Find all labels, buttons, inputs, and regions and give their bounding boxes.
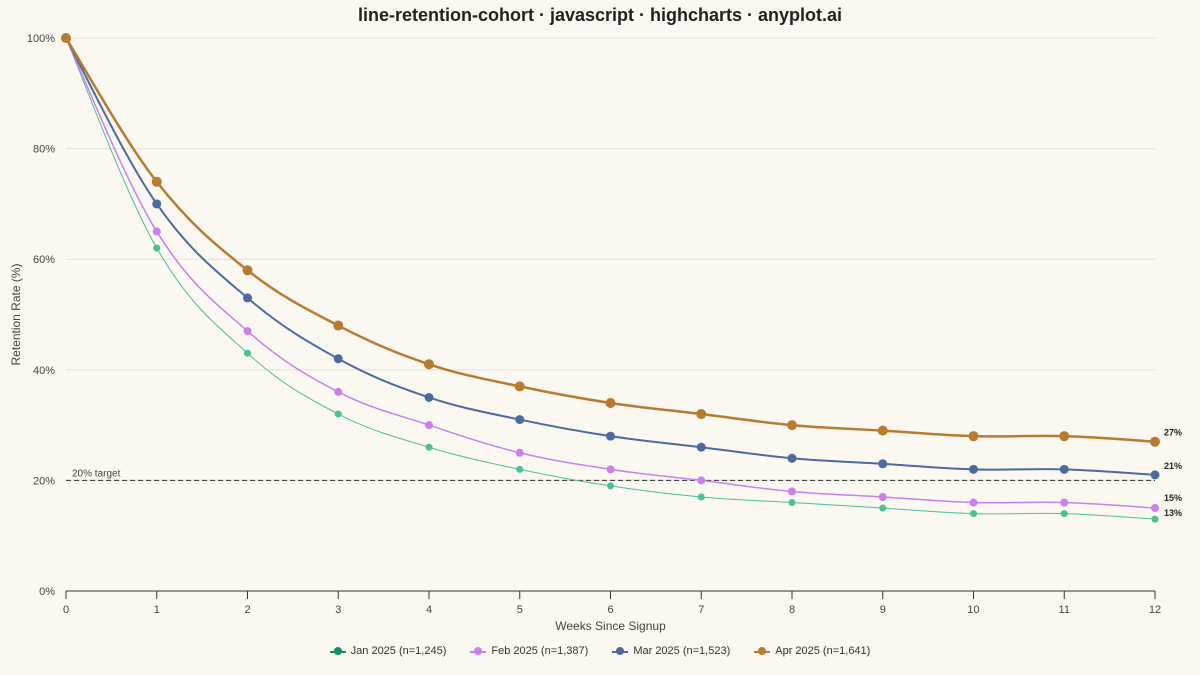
data-point[interactable] [242,265,253,276]
x-tick-label: 8 [789,604,795,616]
data-point[interactable] [424,359,434,370]
data-point[interactable] [787,453,797,463]
data-point[interactable] [879,504,887,512]
legend-item[interactable]: Feb 2025 (n=1,387) [470,645,588,657]
legend-label: Mar 2025 (n=1,523) [633,645,731,657]
data-point[interactable] [1150,436,1160,447]
legend-item[interactable]: Mar 2025 (n=1,523) [612,645,730,657]
series-end-label: 13% [1164,508,1182,518]
data-point[interactable] [333,320,344,331]
series-end-label: 27% [1164,428,1182,438]
x-tick-label: 9 [880,604,886,616]
data-point[interactable] [515,448,524,457]
x-tick-label: 0 [63,604,69,616]
data-point[interactable] [243,327,252,336]
data-point[interactable] [61,33,71,43]
data-point[interactable] [1151,515,1159,523]
data-point[interactable] [697,493,705,501]
data-point[interactable] [697,476,706,485]
data-point[interactable] [1060,510,1068,518]
x-axis-title: Weeks Since Signup [555,619,666,633]
y-tick-label: 80% [33,144,55,156]
data-point[interactable] [1060,498,1069,507]
legend-item[interactable]: Apr 2025 (n=1,641) [754,645,870,657]
data-point[interactable] [878,492,887,501]
data-point[interactable] [515,415,525,425]
x-tick-label: 3 [335,604,341,616]
data-point[interactable] [424,392,434,402]
x-tick-label: 6 [607,604,613,616]
data-point[interactable] [152,199,162,209]
legend-symbol [612,646,629,657]
series-end-label: 15% [1164,493,1182,503]
data-point[interactable] [970,510,977,518]
data-point[interactable] [244,349,251,357]
data-point[interactable] [151,176,162,187]
data-point[interactable] [516,465,524,473]
data-point[interactable] [607,482,614,490]
legend-dot-swatch [474,646,483,655]
x-tick-label: 12 [1149,604,1161,616]
data-point[interactable] [334,410,342,418]
legend-symbol [754,646,771,657]
legend-symbol [329,646,346,657]
y-tick-label: 20% [33,475,55,487]
legend-symbol [470,646,487,657]
chart-legend: Jan 2025 (n=1,245) Feb 2025 (n=1,387) Mar … [0,645,1200,657]
legend-label: Apr 2025 (n=1,641) [775,645,871,657]
data-point[interactable] [425,443,433,451]
data-point[interactable] [606,465,615,474]
data-point[interactable] [696,442,706,452]
x-tick-label: 7 [698,604,704,616]
data-point[interactable] [425,421,433,430]
data-point[interactable] [1150,470,1160,480]
series-line[interactable] [65,37,1156,520]
chart-title: line-retention-cohort · javascript · hig… [357,5,843,25]
data-point[interactable] [1151,504,1159,513]
series-end-label: 21% [1164,461,1182,471]
x-tick-label: 11 [1059,604,1070,616]
data-point[interactable] [969,464,978,474]
x-tick-label: 2 [244,604,250,616]
data-point[interactable] [514,381,525,392]
data-point[interactable] [969,498,978,507]
data-point[interactable] [696,409,707,420]
series-line[interactable] [64,37,1156,443]
legend-dot-swatch [333,646,342,655]
data-point[interactable] [333,354,343,364]
data-point[interactable] [1059,431,1070,442]
x-tick-label: 5 [517,604,523,616]
legend-dot-swatch [758,646,767,655]
data-point[interactable] [877,425,888,436]
target-reference-label: 20% target [72,468,121,479]
data-point[interactable] [153,244,161,252]
y-tick-label: 0% [39,586,55,598]
data-point[interactable] [787,420,797,431]
data-point[interactable] [968,431,979,442]
data-point[interactable] [152,227,161,236]
y-tick-label: 60% [33,254,55,266]
data-point[interactable] [605,397,616,408]
data-point[interactable] [243,293,252,303]
x-tick-label: 4 [426,604,432,616]
y-tick-label: 100% [27,33,55,45]
data-point[interactable] [606,431,615,441]
data-point[interactable] [878,459,888,469]
x-tick-label: 1 [154,604,160,616]
data-point[interactable] [788,487,796,496]
data-point[interactable] [1059,464,1069,474]
y-tick-label: 40% [33,365,55,377]
y-axis-title: Retention Rate (%) [9,263,23,365]
data-point[interactable] [334,387,343,396]
data-point[interactable] [788,499,796,507]
legend-label: Jan 2025 (n=1,245) [350,645,447,657]
legend-dot-swatch [616,646,625,655]
x-tick-label: 10 [967,604,979,616]
legend-item[interactable]: Jan 2025 (n=1,245) [329,645,447,657]
legend-label: Feb 2025 (n=1,387) [491,645,589,657]
